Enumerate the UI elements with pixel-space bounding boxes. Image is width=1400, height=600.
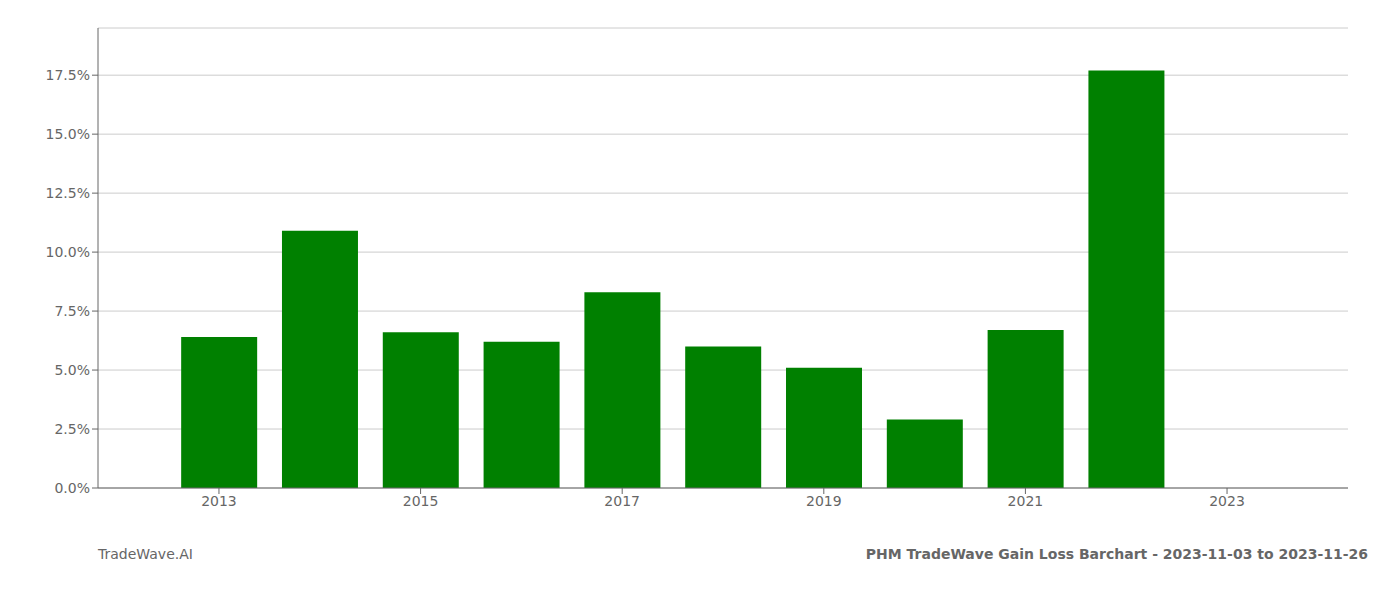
svg-text:2023: 2023 bbox=[1209, 493, 1245, 509]
svg-text:2013: 2013 bbox=[201, 493, 237, 509]
svg-text:0.0%: 0.0% bbox=[54, 480, 90, 496]
svg-text:5.0%: 5.0% bbox=[54, 362, 90, 378]
svg-text:17.5%: 17.5% bbox=[46, 67, 90, 83]
html-text:TradeWave.AI: TradeWave.AI bbox=[98, 546, 193, 562]
svg-text:2021: 2021 bbox=[1008, 493, 1044, 509]
svg-text:2017: 2017 bbox=[604, 493, 640, 509]
svg-text:2.5%: 2.5% bbox=[54, 421, 90, 437]
svg-text:12.5%: 12.5% bbox=[46, 185, 90, 201]
svg-text:2015: 2015 bbox=[403, 493, 439, 509]
svg-text:7.5%: 7.5% bbox=[54, 303, 90, 319]
svg-text:10.0%: 10.0% bbox=[46, 244, 90, 260]
svg-text:15.0%: 15.0% bbox=[46, 126, 90, 142]
svg-text:2019: 2019 bbox=[806, 493, 842, 509]
html-text:PHM TradeWave Gain Loss Barcha: PHM TradeWave Gain Loss Barchart - 2023-… bbox=[865, 546, 1368, 562]
